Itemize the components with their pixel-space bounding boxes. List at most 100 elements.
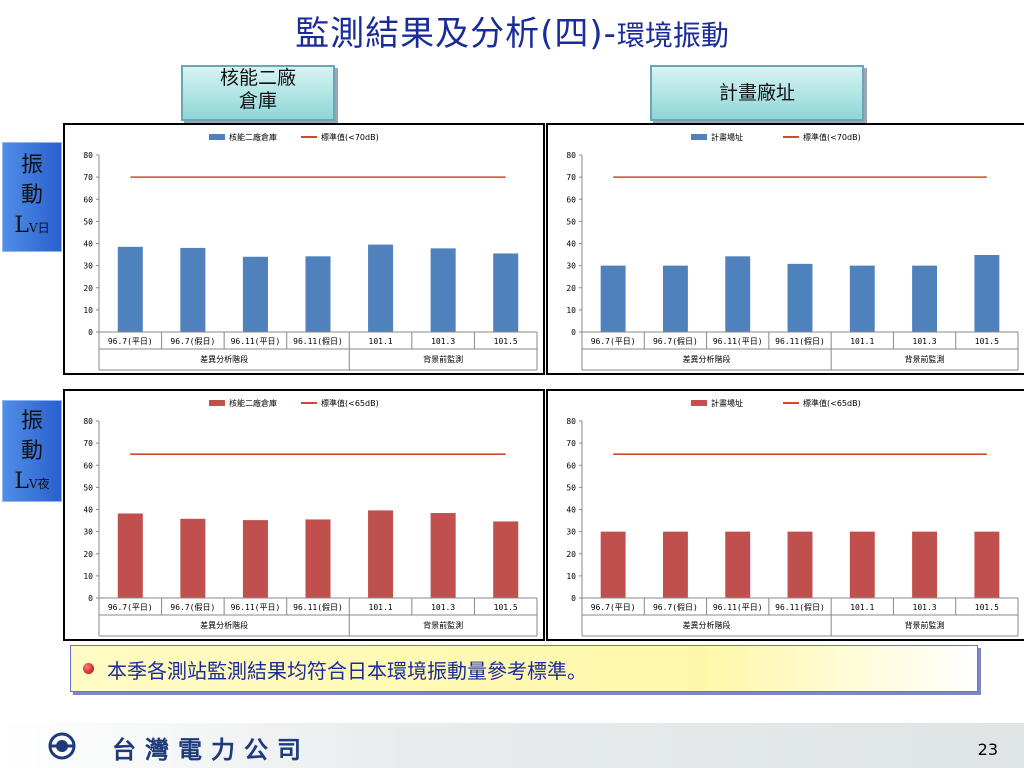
y-tick-label: 60 (566, 461, 576, 470)
group-label: 背景前監測 (423, 354, 463, 364)
group-label: 差異分析階段 (683, 620, 731, 630)
bar (180, 518, 206, 598)
chart-panel-day-right: 計畫場址 標準值(<70dB) 0 10 20 30 40 50 60 70 80 96.7(平日) 9… (546, 123, 1024, 375)
bar (368, 244, 394, 332)
bar (725, 531, 751, 598)
group-label: 差異分析階段 (683, 354, 731, 364)
y-tick-label: 10 (83, 306, 93, 315)
bar (849, 265, 875, 332)
y-tick-label: 40 (83, 240, 93, 249)
x-tick-label: 101.3 (913, 603, 937, 612)
y-tick-label: 60 (566, 195, 576, 204)
y-tick-label: 20 (566, 550, 576, 559)
bar (662, 531, 688, 598)
side-label-day-chars: 振 動 (20, 153, 43, 208)
x-tick-label: 101.1 (850, 603, 874, 612)
legend-label-line: 標準值(<70dB) (803, 132, 861, 142)
y-tick-label: 70 (566, 173, 576, 182)
x-tick-label: 96.7(假日) (170, 337, 215, 346)
page-title-sub: 環境振動 (616, 19, 729, 52)
y-tick-label: 80 (83, 151, 93, 160)
x-tick-label: 96.11(假日) (775, 603, 825, 612)
bar (493, 521, 519, 598)
side-label-day-letter: L (14, 213, 29, 238)
x-tick-label: 96.11(平日) (231, 337, 281, 346)
y-tick-label: 50 (83, 483, 93, 492)
y-tick-label: 60 (83, 461, 93, 470)
bullet-icon (83, 663, 94, 674)
page-title-main: 監測結果及分析(四)- (295, 14, 617, 54)
bar (912, 531, 938, 598)
x-tick-label: 101.1 (369, 337, 393, 346)
x-tick-label: 101.3 (913, 337, 937, 346)
page-number: 23 (977, 740, 998, 759)
bar (662, 265, 688, 332)
legend-swatch-bar (691, 134, 707, 140)
y-tick-label: 70 (83, 173, 93, 182)
x-tick-label: 101.3 (431, 603, 455, 612)
legend-label-line: 標準值(<65dB) (803, 398, 861, 408)
side-label-night: 振 動 LV夜 (2, 400, 62, 502)
y-tick-label: 0 (88, 328, 93, 337)
y-tick-label: 40 (566, 506, 576, 515)
legend-label-bar: 計畫場址 (711, 398, 743, 408)
bar (242, 256, 268, 332)
side-label-night-chars: 振 動 (20, 409, 43, 464)
side-label-day-sub: V日 (28, 221, 50, 235)
y-tick-label: 10 (83, 572, 93, 581)
bar (430, 248, 456, 332)
legend-label-line: 標準值(<65dB) (321, 398, 379, 408)
group-label: 差異分析階段 (200, 354, 248, 364)
page-title: 監測結果及分析(四)-環境振動 (0, 6, 1024, 55)
x-tick-label: 96.7(假日) (653, 603, 698, 612)
x-tick-label: 96.7(平日) (108, 603, 153, 612)
x-tick-label: 96.7(平日) (108, 337, 153, 346)
bar (787, 531, 813, 598)
bar (849, 531, 875, 598)
bar (974, 531, 1000, 598)
bar (430, 513, 456, 598)
chart-panel-night-left: 核能二廠倉庫 標準值(<65dB) 0 10 20 30 40 50 60 70 80 96.7(平日… (63, 389, 545, 641)
x-tick-label: 101.3 (431, 337, 455, 346)
bar (117, 513, 143, 598)
footer: 台灣電力公司 23 (0, 723, 1024, 768)
bar (180, 247, 206, 332)
y-tick-label: 40 (566, 240, 576, 249)
legend-swatch-bar (209, 400, 225, 406)
x-tick-label: 101.5 (975, 337, 999, 346)
y-tick-label: 60 (83, 195, 93, 204)
header-right-station: 計畫廠址 (650, 65, 864, 121)
bar (368, 510, 394, 598)
y-tick-label: 20 (83, 550, 93, 559)
taipower-logo-icon (48, 732, 76, 760)
x-tick-label: 96.7(假日) (653, 337, 698, 346)
y-tick-label: 10 (566, 572, 576, 581)
x-tick-label: 96.7(平日) (591, 337, 636, 346)
y-tick-label: 30 (83, 528, 93, 537)
x-tick-label: 96.11(假日) (775, 337, 825, 346)
y-tick-label: 40 (83, 506, 93, 515)
group-label: 背景前監測 (905, 620, 945, 630)
chart-day-right: 計畫場址 標準值(<70dB) 0 10 20 30 40 50 60 70 80 96.7(平日) 9… (566, 132, 1019, 371)
x-tick-label: 101.5 (494, 603, 518, 612)
chart-night-right: 計畫場址 標準值(<65dB) 0 10 20 30 40 50 60 70 80 96.7(平日) 9… (566, 398, 1019, 637)
x-tick-label: 96.11(平日) (713, 337, 763, 346)
legend-label-bar: 核能二廠倉庫 (229, 132, 277, 142)
conclusion-note: 本季各測站監測結果均符合日本環境振動量參考標準。 (70, 645, 978, 692)
y-tick-label: 20 (83, 284, 93, 293)
bar (600, 531, 626, 598)
company-name: 台灣電力公司 (112, 735, 310, 764)
side-label-night-letter: L (14, 469, 29, 494)
bar (305, 519, 331, 598)
y-tick-label: 0 (88, 594, 93, 603)
x-tick-label: 101.1 (369, 603, 393, 612)
group-label: 背景前監測 (423, 620, 463, 630)
y-tick-label: 10 (566, 306, 576, 315)
y-tick-label: 0 (571, 328, 576, 337)
chart-panel-night-right: 計畫場址 標準值(<65dB) 0 10 20 30 40 50 60 70 80 96.7(平日) 9… (546, 389, 1024, 641)
y-tick-label: 30 (83, 262, 93, 271)
x-tick-label: 101.5 (494, 337, 518, 346)
x-tick-label: 96.7(假日) (170, 603, 215, 612)
y-tick-label: 50 (566, 217, 576, 226)
bar (787, 263, 813, 332)
